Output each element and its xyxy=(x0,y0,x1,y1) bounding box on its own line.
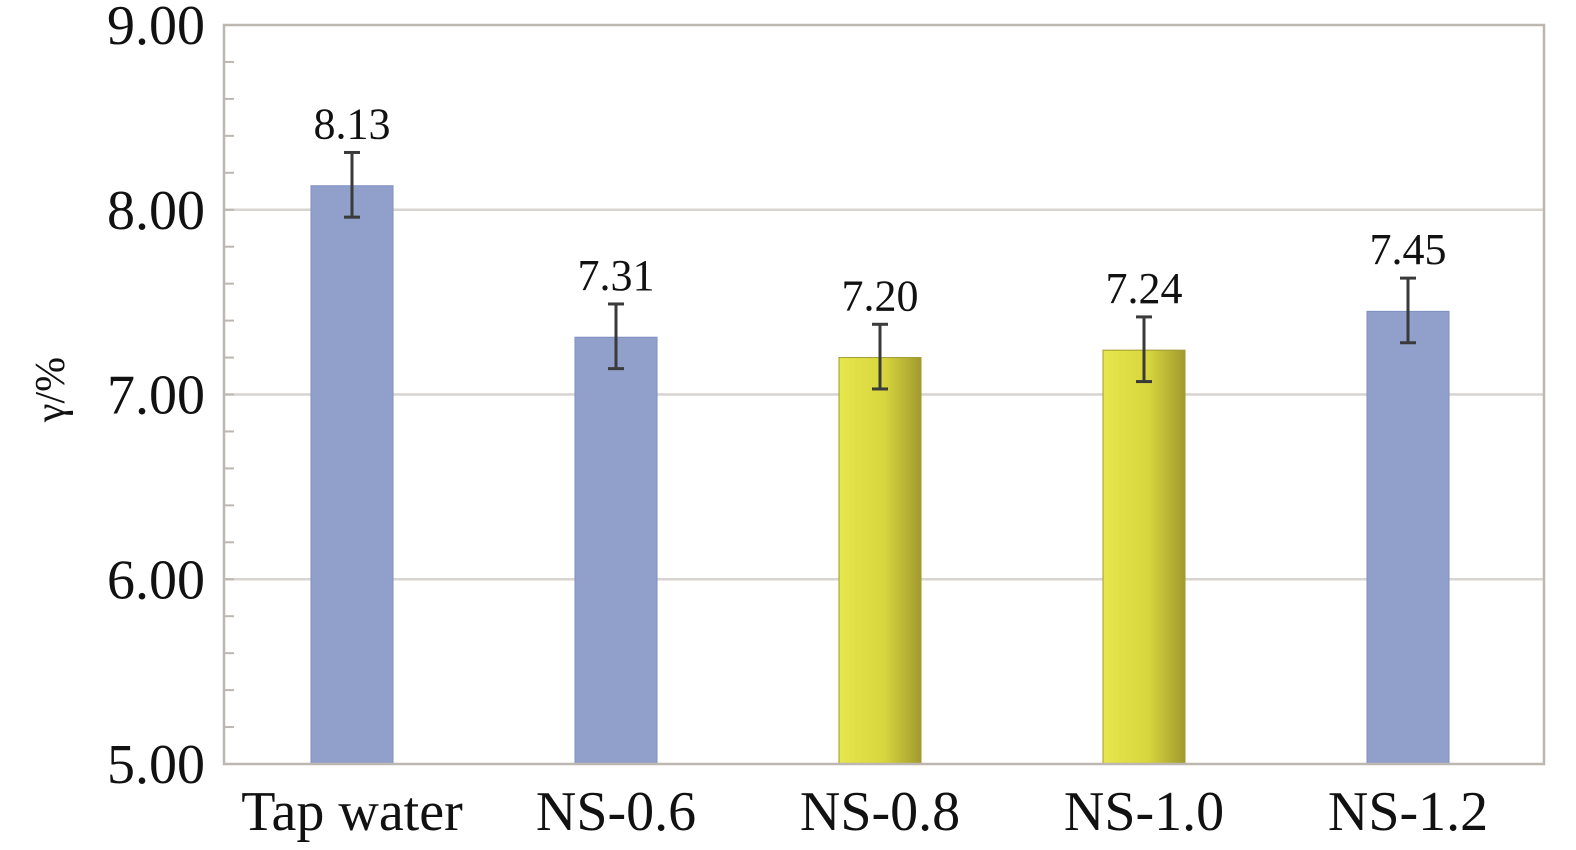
value-label: 7.20 xyxy=(842,271,919,320)
bar xyxy=(574,336,658,765)
value-labels: 8.13 7.31 7.20 7.24 7.45 xyxy=(314,99,1447,320)
bar xyxy=(838,357,922,765)
y-tick-label: 5.00 xyxy=(107,734,205,796)
y-tick-label: 6.00 xyxy=(107,549,205,611)
bars xyxy=(310,185,1450,765)
y-axis-title: γ/% xyxy=(28,357,74,423)
x-tick-label: NS-1.0 xyxy=(1064,781,1224,843)
value-label: 7.24 xyxy=(1106,264,1183,313)
error-bars xyxy=(344,150,1416,391)
value-label: 7.31 xyxy=(578,251,655,300)
bar xyxy=(1366,310,1450,765)
value-label: 7.45 xyxy=(1370,225,1447,274)
y-tick-label: 7.00 xyxy=(107,365,205,427)
y-tick-label: 9.00 xyxy=(107,0,205,57)
y-axis: 5.00 6.00 7.00 8.00 9.00 xyxy=(107,0,234,796)
x-tick-label: NS-1.2 xyxy=(1328,781,1488,843)
plot-frame xyxy=(222,23,1546,766)
x-tick-label: NS-0.6 xyxy=(536,781,696,843)
bar xyxy=(1102,349,1186,765)
value-label: 8.13 xyxy=(314,99,391,148)
x-axis: Tap water NS-0.6 NS-0.8 NS-1.0 NS-1.2 xyxy=(241,781,1488,843)
bar xyxy=(310,185,394,765)
x-tick-label: NS-0.8 xyxy=(800,781,960,843)
x-tick-label: Tap water xyxy=(241,781,463,843)
plot-border xyxy=(222,23,1546,766)
y-tick-label: 8.00 xyxy=(107,180,205,242)
